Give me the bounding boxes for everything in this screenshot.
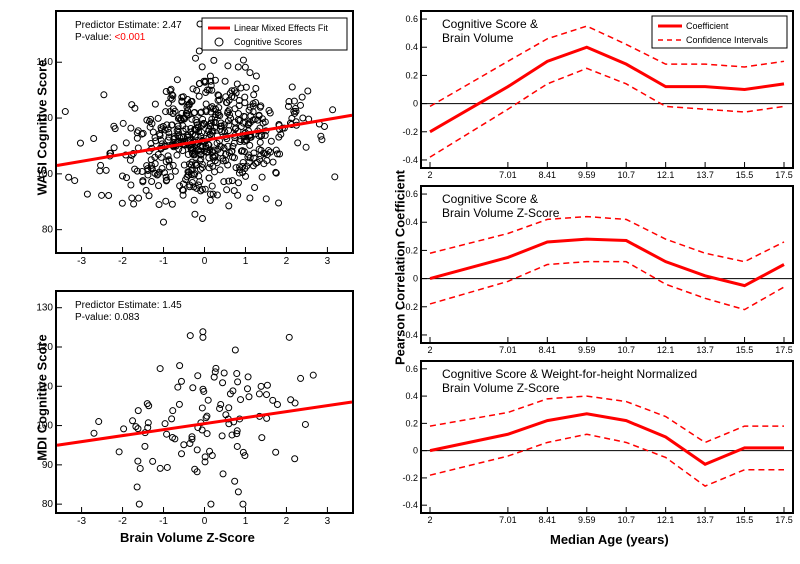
svg-text:2: 2 xyxy=(284,256,290,267)
svg-text:9.59: 9.59 xyxy=(578,345,596,355)
svg-text:0: 0 xyxy=(413,274,418,284)
svg-text:10.7: 10.7 xyxy=(617,515,635,525)
svg-text:0: 0 xyxy=(413,446,418,456)
panel-a: -3-2-1012380100120140Predictor Estimate:… xyxy=(55,10,354,254)
svg-text:1: 1 xyxy=(243,516,249,527)
panel-e-svg: -0.4-0.200.20.40.627.018.419.5910.712.11… xyxy=(422,362,792,512)
svg-text:15.5: 15.5 xyxy=(736,345,754,355)
panel-b-xlabel: Brain Volume Z-Score xyxy=(120,530,255,545)
svg-text:Cognitive Score & Weight-for-h: Cognitive Score & Weight-for-height Norm… xyxy=(442,367,697,381)
svg-text:-2: -2 xyxy=(118,256,127,267)
svg-text:15.5: 15.5 xyxy=(736,515,754,525)
svg-text:Confidence Intervals: Confidence Intervals xyxy=(686,35,769,45)
svg-text:10.7: 10.7 xyxy=(617,345,635,355)
svg-text:2: 2 xyxy=(427,515,432,525)
svg-text:15.5: 15.5 xyxy=(736,170,754,180)
svg-text:3: 3 xyxy=(325,256,331,267)
svg-text:2: 2 xyxy=(284,516,290,527)
panel-b-ylabel: MDI Cognitive Score xyxy=(35,318,50,478)
svg-text:-3: -3 xyxy=(77,256,86,267)
svg-text:9.59: 9.59 xyxy=(578,515,596,525)
svg-text:17.5: 17.5 xyxy=(775,345,793,355)
svg-text:7.01: 7.01 xyxy=(499,515,517,525)
svg-text:Linear Mixed Effects Fit: Linear Mixed Effects Fit xyxy=(234,23,328,33)
svg-text:8.41: 8.41 xyxy=(539,170,557,180)
svg-text:3: 3 xyxy=(325,516,331,527)
svg-text:12.1: 12.1 xyxy=(657,170,675,180)
svg-text:10.7: 10.7 xyxy=(617,170,635,180)
svg-text:2: 2 xyxy=(427,170,432,180)
svg-text:Predictor Estimate: 2.47: Predictor Estimate: 2.47 xyxy=(75,20,182,31)
svg-text:-0.2: -0.2 xyxy=(402,473,418,483)
right-ylabel: Pearson Correlation Coefficient xyxy=(393,158,408,378)
panel-d: -0.4-0.200.20.40.627.018.419.5910.712.11… xyxy=(420,185,794,344)
svg-text:7.01: 7.01 xyxy=(499,345,517,355)
svg-text:Cognitive Score &: Cognitive Score & xyxy=(442,17,538,31)
panel-b: -3-2-101238090100110120130Predictor Esti… xyxy=(55,290,354,514)
svg-text:17.5: 17.5 xyxy=(775,515,793,525)
figure-root: A -3-2-1012380100120140Predictor Estimat… xyxy=(0,0,800,564)
right-xlabel: Median Age (years) xyxy=(550,532,669,547)
svg-text:17.5: 17.5 xyxy=(775,170,793,180)
svg-text:1: 1 xyxy=(243,256,249,267)
svg-text:Brain Volume Z-Score: Brain Volume Z-Score xyxy=(442,206,560,220)
panel-a-svg: -3-2-1012380100120140Predictor Estimate:… xyxy=(57,12,352,252)
svg-text:-0.2: -0.2 xyxy=(402,127,418,137)
svg-text:2: 2 xyxy=(427,345,432,355)
svg-text:12.1: 12.1 xyxy=(657,515,675,525)
svg-text:-1: -1 xyxy=(159,256,168,267)
svg-text:0.4: 0.4 xyxy=(405,42,418,52)
svg-text:0: 0 xyxy=(413,99,418,109)
svg-text:80: 80 xyxy=(42,499,54,510)
panel-e: -0.4-0.200.20.40.627.018.419.5910.712.11… xyxy=(420,360,794,514)
svg-text:9.59: 9.59 xyxy=(578,170,596,180)
svg-text:12.1: 12.1 xyxy=(657,345,675,355)
svg-text:Brain Volume: Brain Volume xyxy=(442,31,514,45)
svg-text:0.2: 0.2 xyxy=(405,418,418,428)
svg-text:-2: -2 xyxy=(118,516,127,527)
svg-text:P-value: <0.001: P-value: <0.001 xyxy=(75,32,146,43)
panel-c: -0.4-0.200.20.40.627.018.419.5910.712.11… xyxy=(420,10,794,169)
svg-text:8.41: 8.41 xyxy=(539,515,557,525)
svg-text:Cognitive Score &: Cognitive Score & xyxy=(442,192,538,206)
svg-text:0: 0 xyxy=(202,256,208,267)
svg-text:7.01: 7.01 xyxy=(499,170,517,180)
svg-text:Brain Volume Z-Score: Brain Volume Z-Score xyxy=(442,381,560,395)
svg-text:8.41: 8.41 xyxy=(539,345,557,355)
svg-text:P-value: 0.083: P-value: 0.083 xyxy=(75,312,140,323)
svg-text:80: 80 xyxy=(42,225,54,236)
panel-b-svg: -3-2-101238090100110120130Predictor Esti… xyxy=(57,292,352,512)
svg-text:0: 0 xyxy=(202,516,208,527)
svg-text:0.6: 0.6 xyxy=(405,14,418,24)
svg-text:-1: -1 xyxy=(159,516,168,527)
panel-c-svg: -0.4-0.200.20.40.627.018.419.5910.712.11… xyxy=(422,12,792,167)
svg-text:Cognitive Scores: Cognitive Scores xyxy=(234,37,303,47)
svg-text:-3: -3 xyxy=(77,516,86,527)
svg-text:Predictor Estimate: 1.45: Predictor Estimate: 1.45 xyxy=(75,300,182,311)
svg-text:-0.4: -0.4 xyxy=(402,500,418,510)
svg-text:13.7: 13.7 xyxy=(696,515,714,525)
panel-a-ylabel: WASI Cognitive Score xyxy=(35,48,50,208)
svg-text:13.7: 13.7 xyxy=(696,170,714,180)
svg-text:0.4: 0.4 xyxy=(405,391,418,401)
panel-d-svg: -0.4-0.200.20.40.627.018.419.5910.712.11… xyxy=(422,187,792,342)
svg-text:13.7: 13.7 xyxy=(696,345,714,355)
svg-text:130: 130 xyxy=(36,303,53,314)
svg-text:Coefficient: Coefficient xyxy=(686,21,729,31)
svg-text:0.2: 0.2 xyxy=(405,70,418,80)
